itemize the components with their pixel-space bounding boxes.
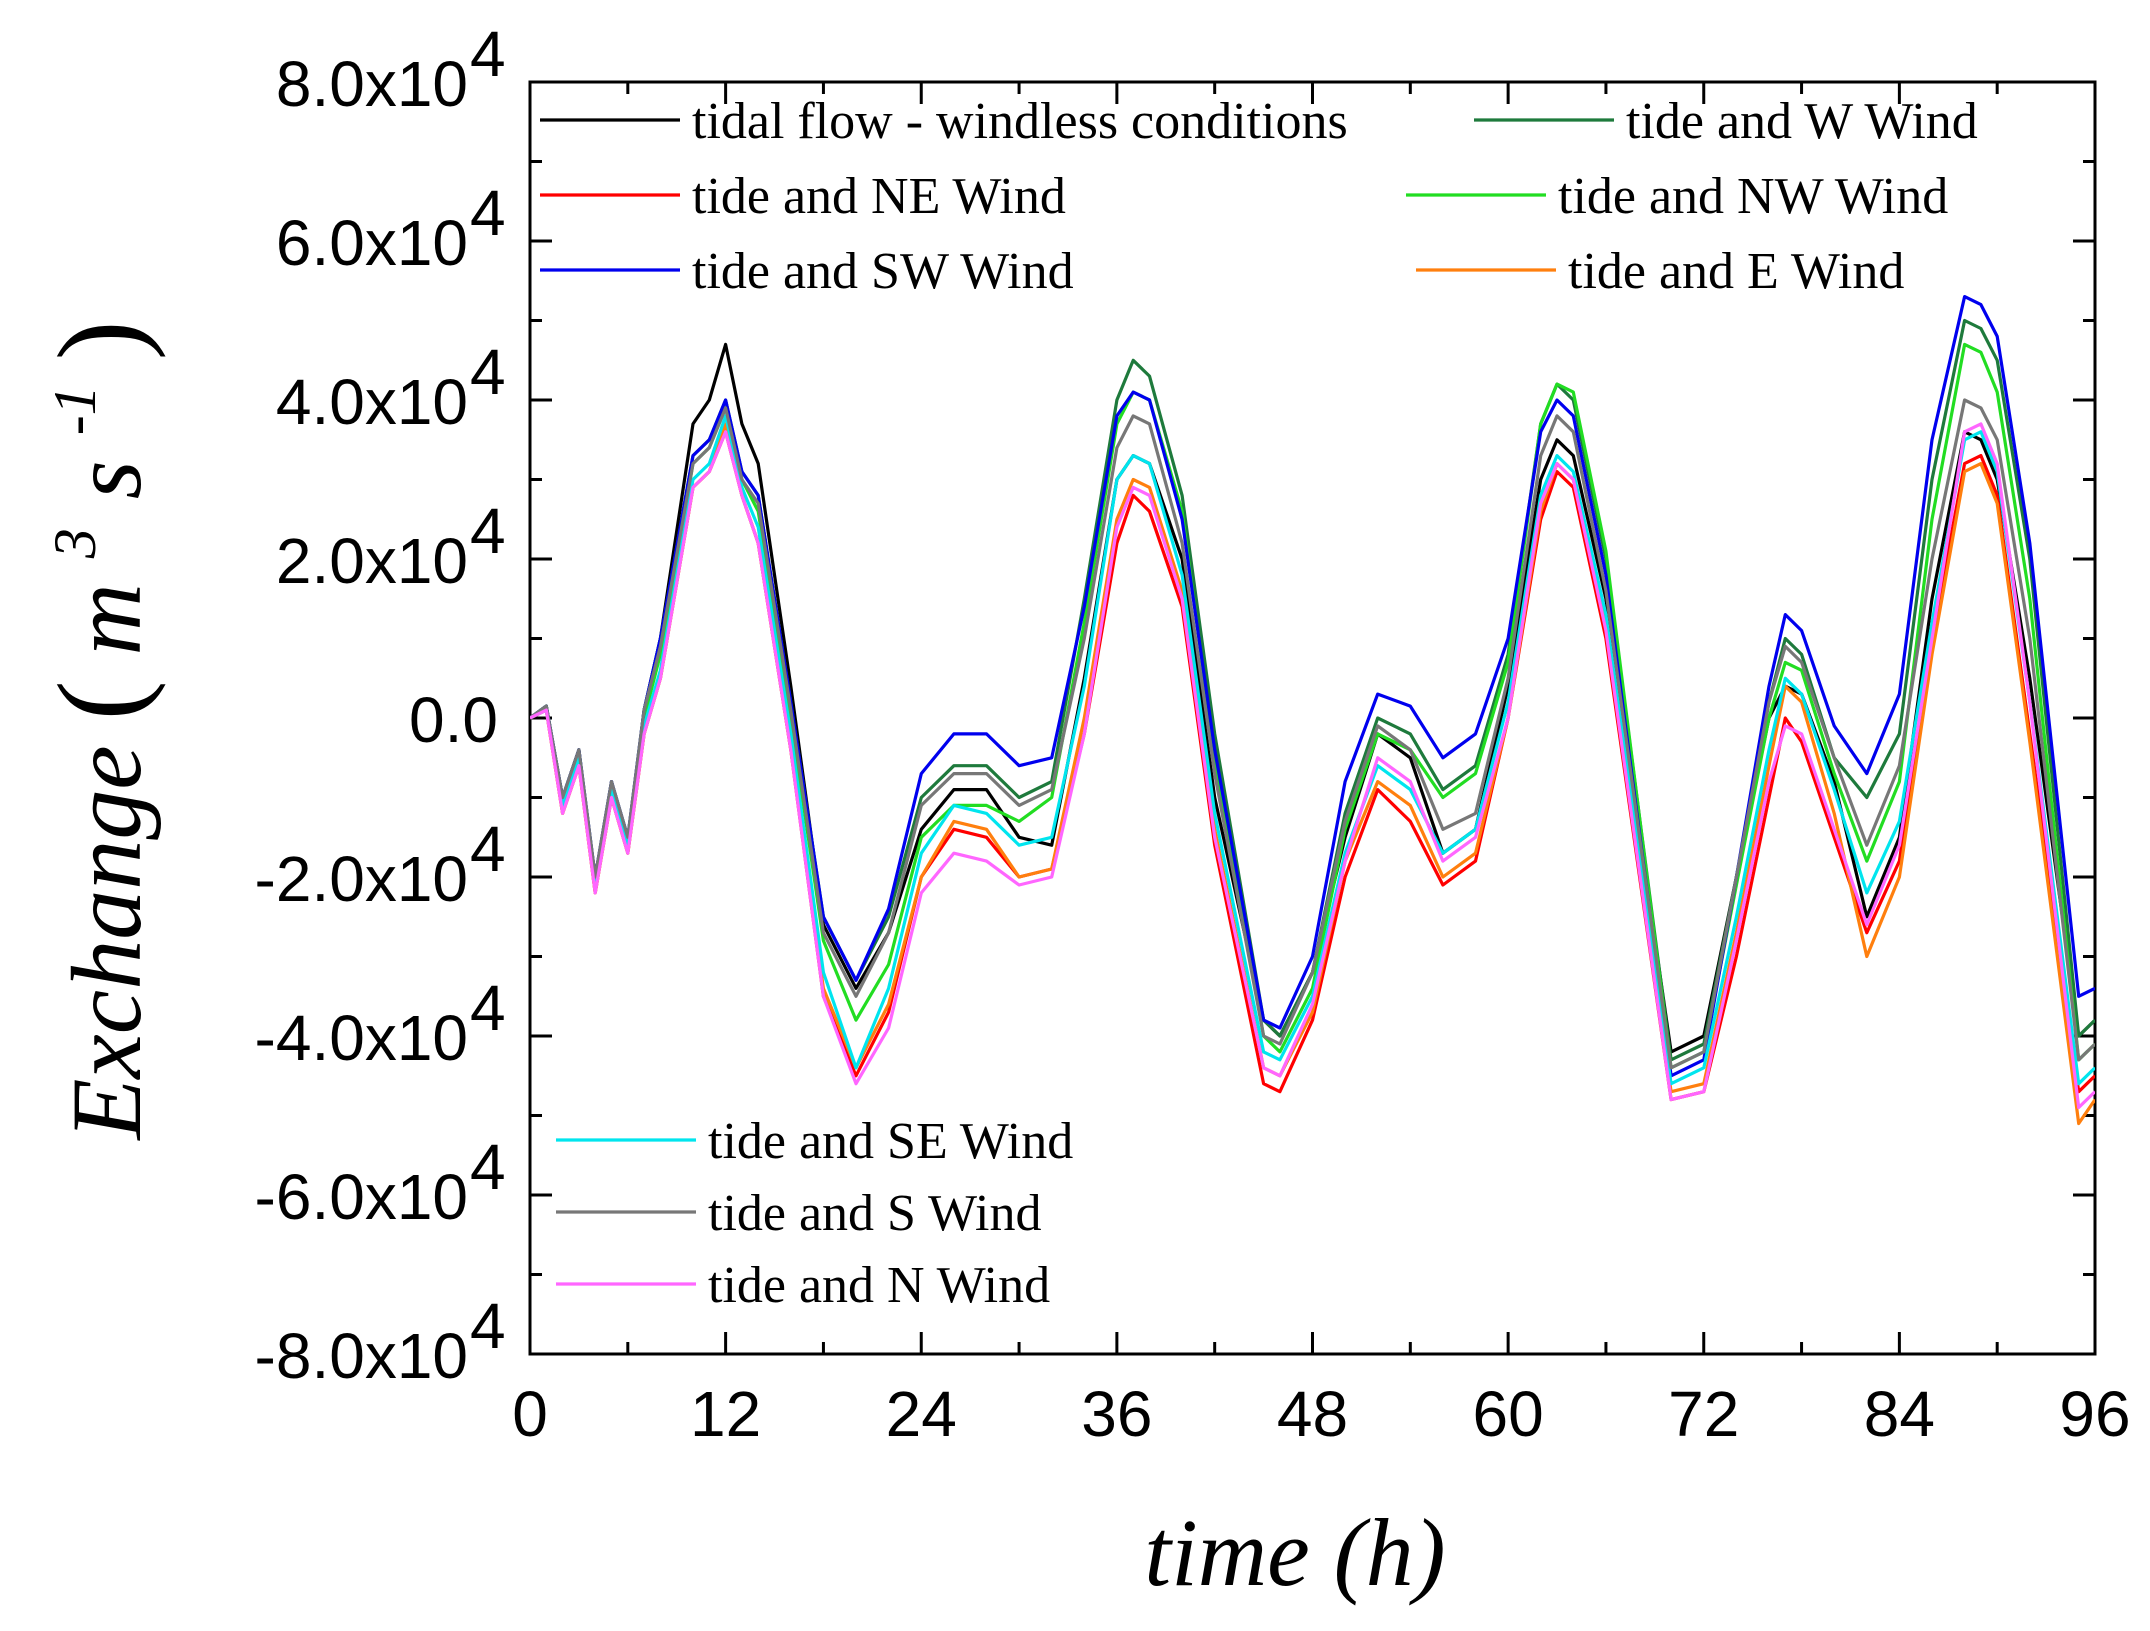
legend-label-tide-and-s-wind: tide and S Wind [708, 1185, 1041, 1242]
y-axis-title-s: s [51, 460, 162, 499]
legend: tidal flow - windless conditions tide and… [540, 93, 1978, 1314]
y-axis-title-m-exp: 3 [42, 528, 108, 559]
x-tick-label-3: 36 [1081, 1378, 1152, 1450]
y-tick-exp-1: 4 [470, 177, 506, 249]
x-tick-label-6: 72 [1668, 1378, 1739, 1450]
series-line-tidal-flow-windless-conditions [530, 342, 2095, 1054]
legend-label-tide-and-w-wind: tide and W Wind [1626, 93, 1978, 150]
svg-text:Exchange ( m: Exchange ( m 3 s -1 ) [6, 320, 166, 1141]
y-tick-exp-8: 4 [470, 1290, 506, 1362]
tick-marks [528, 80, 2097, 1356]
legend-label-tide-and-sw-wind: tide and SW Wind [692, 243, 1074, 300]
y-tick-exp-2: 4 [470, 336, 506, 408]
y-tick-exp-0: 4 [470, 18, 506, 90]
y-tick-label-4: 0.0 [409, 684, 498, 756]
x-tick-labels: 0 12 24 36 48 60 72 84 96 [512, 1378, 2130, 1450]
x-tick-label-2: 24 [886, 1378, 957, 1450]
series-layer [530, 295, 2095, 1126]
series-line-tide-and-sw-wind [530, 295, 2095, 1078]
series-line-tide-and-n-wind [530, 422, 2095, 1110]
y-tick-labels: 8.0x10 46.0x10 44.0x10 42.0x10 40.0-2.0x10 4-… [255, 18, 506, 1392]
y-tick-label-6: -4.0x10 [255, 1002, 468, 1074]
y-tick-exp-3: 4 [470, 495, 506, 567]
legend-label-tidal-flow-windless-conditions: tidal flow - windless conditions [692, 93, 1348, 150]
legend-label-tide-and-nw-wind: tide and NW Wind [1558, 168, 1948, 225]
x-tick-label-4: 48 [1277, 1378, 1348, 1450]
y-axis-title-open: ( [33, 680, 166, 720]
legend-label-tide-and-n-wind: tide and N Wind [708, 1257, 1050, 1314]
x-tick-label-0: 0 [512, 1378, 548, 1450]
x-tick-label-5: 60 [1473, 1378, 1544, 1450]
y-tick-exp-6: 4 [470, 972, 506, 1044]
y-tick-label-3: 2.0x10 [276, 525, 468, 597]
legend-label-tide-and-se-wind: tide and SE Wind [708, 1113, 1073, 1170]
y-axis-title: Exchange ( m 3 s -1 ) [6, 320, 166, 1141]
y-tick-exp-7: 4 [470, 1131, 506, 1203]
y-axis-title-s-exp: -1 [42, 385, 108, 435]
x-axis-title: time (h) [1144, 1499, 1445, 1606]
y-tick-exp-5: 4 [470, 813, 506, 885]
x-tick-label-1: 12 [690, 1378, 761, 1450]
x-tick-label-7: 84 [1864, 1378, 1935, 1450]
y-axis-title-close: ) [33, 320, 166, 360]
y-axis-title-m: m [51, 583, 162, 655]
legend-label-tide-and-ne-wind: tide and NE Wind [692, 168, 1066, 225]
y-tick-label-7: -6.0x10 [255, 1161, 468, 1233]
y-tick-label-2: 4.0x10 [276, 366, 468, 438]
series-line-tide-and-s-wind [530, 398, 2095, 1070]
y-tick-label-1: 6.0x10 [276, 207, 468, 279]
series-line-tide-and-se-wind [530, 414, 2095, 1086]
legend-label-tide-and-e-wind: tide and E Wind [1568, 243, 1904, 300]
y-tick-label-5: -2.0x10 [255, 843, 468, 915]
y-axis-title-base: Exchange [51, 745, 162, 1141]
y-tick-label-8: -8.0x10 [255, 1320, 468, 1392]
x-tick-label-8: 96 [2059, 1378, 2130, 1450]
y-tick-label-0: 8.0x10 [276, 48, 468, 120]
